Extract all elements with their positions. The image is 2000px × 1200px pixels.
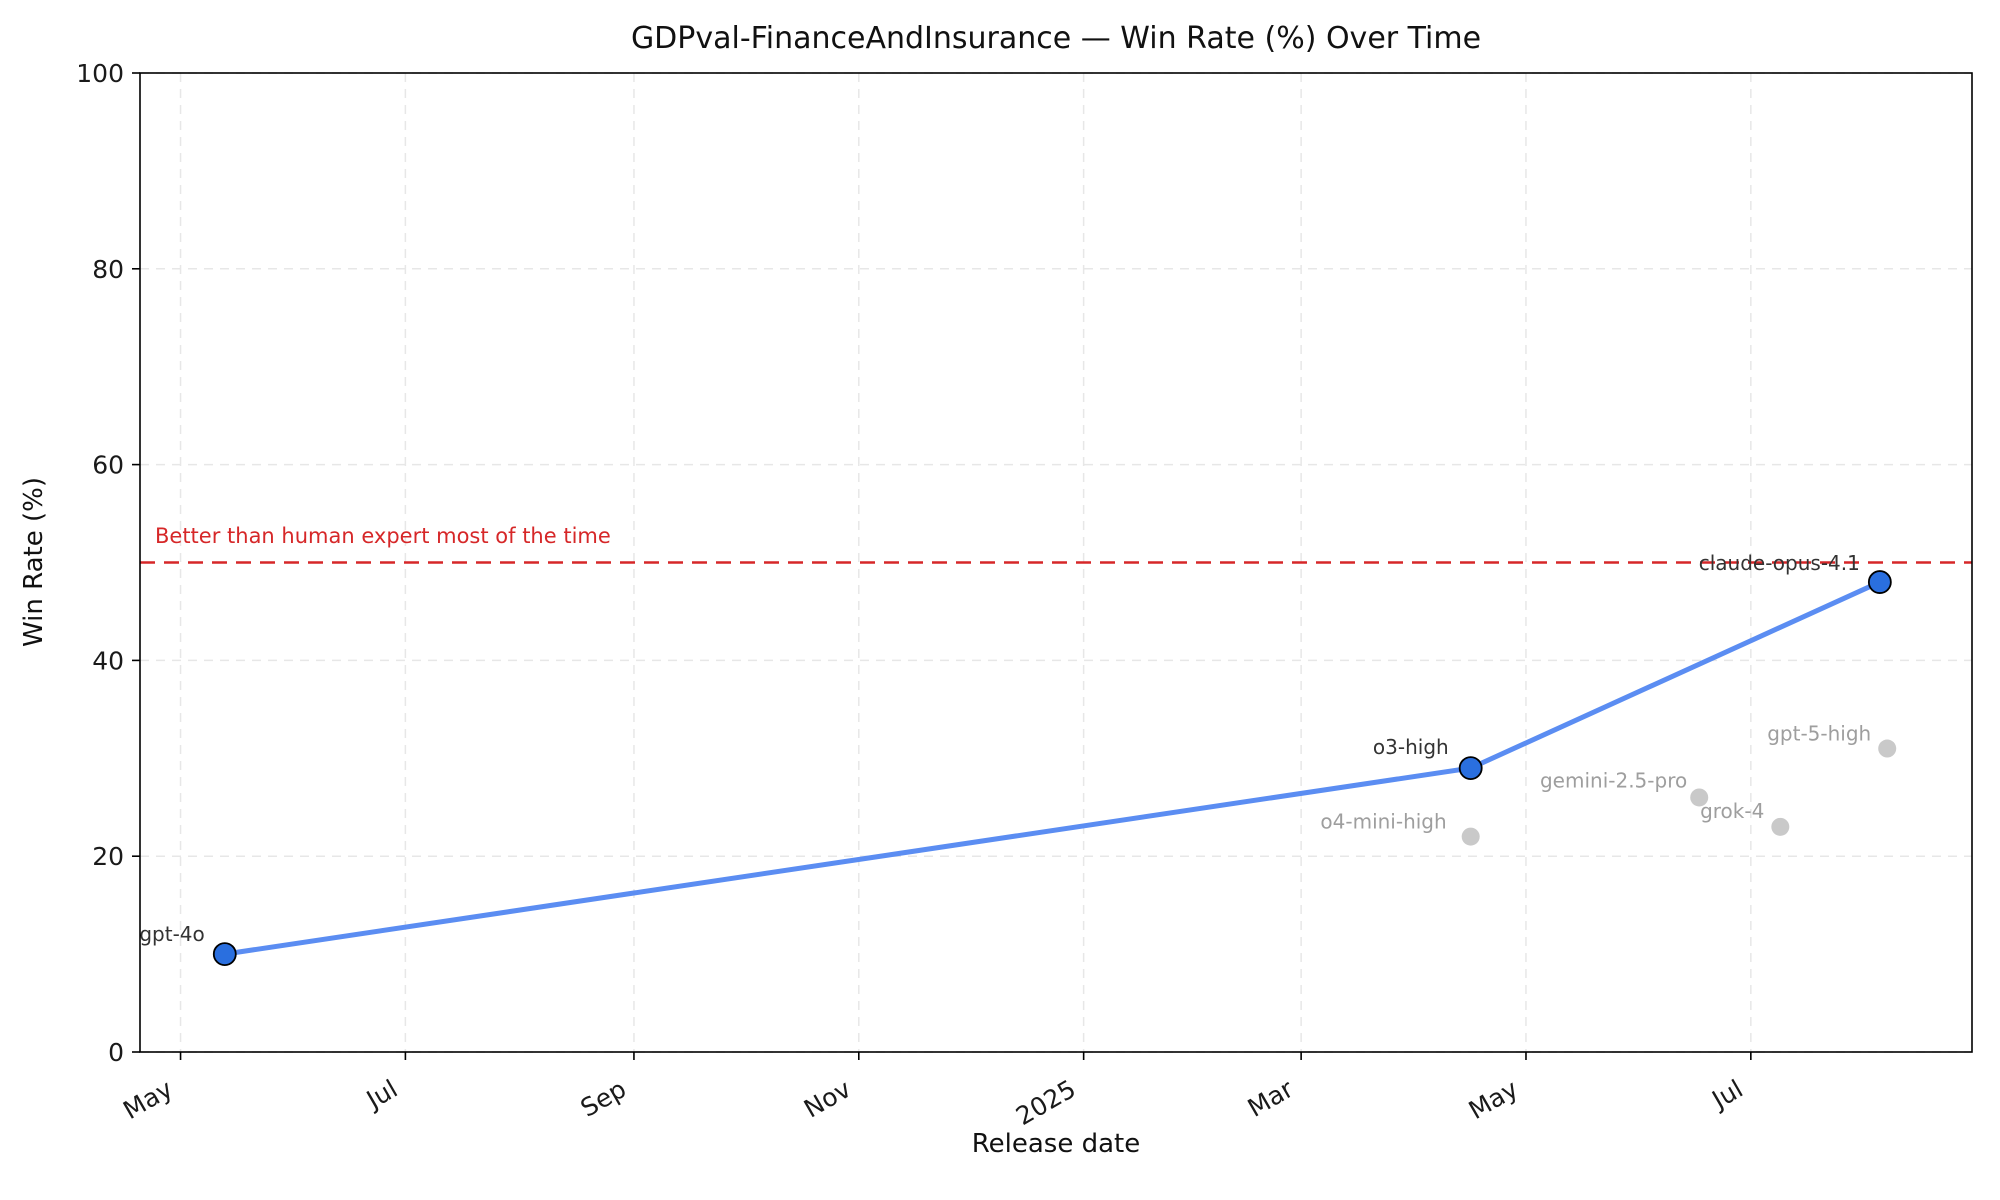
x-tick-label: 2025 <box>1011 1074 1081 1131</box>
y-tick-label: 0 <box>108 1038 124 1067</box>
model-point <box>1690 788 1709 807</box>
model-label: gpt-5-high <box>1767 722 1871 746</box>
other-models-layer: o4-mini-high gemini-2.5-pro grok-4 gpt-5-hi… <box>1320 722 1897 846</box>
axes-layer: 0 20 40 60 80 100 May Jul Sep Nov 2025 Mar May Jul <box>76 59 1973 1131</box>
x-tick-label: May <box>1464 1074 1523 1125</box>
chart-title: GDPval-FinanceAndInsurance — Win Rate (%… <box>631 21 1481 56</box>
frontier-point <box>1867 570 1892 594</box>
frontier-model-label: o3-high <box>1373 735 1449 759</box>
frontier-point <box>212 942 237 966</box>
x-tick-label: May <box>118 1074 177 1125</box>
x-tick-label: Jul <box>1705 1074 1747 1115</box>
frontier-models-layer: gpt-4o o3-high claude-opus-4.1 <box>139 551 1892 966</box>
model-point <box>1878 739 1897 758</box>
y-axis-title: Win Rate (%) <box>19 477 49 647</box>
x-tick-label: Jul <box>360 1074 402 1115</box>
model-label: gemini-2.5-pro <box>1540 768 1687 792</box>
x-tick-label: Nov <box>799 1074 856 1124</box>
y-tick-label: 20 <box>92 842 124 871</box>
y-tick-label: 40 <box>92 646 124 675</box>
plot-border <box>139 72 1973 1053</box>
model-label: o4-mini-high <box>1320 810 1446 834</box>
model-point <box>1771 817 1790 836</box>
x-axis-title: Release date <box>972 1129 1140 1159</box>
y-tick-label: 60 <box>92 451 124 480</box>
model-label: grok-4 <box>1700 799 1764 823</box>
y-tick-label: 100 <box>76 59 124 88</box>
frontier-model-label: claude-opus-4.1 <box>1699 551 1860 575</box>
x-tick-label: Sep <box>576 1074 631 1123</box>
frontier-point <box>1458 756 1483 780</box>
model-point <box>1461 827 1480 846</box>
frontier-model-label: gpt-4o <box>139 922 204 946</box>
threshold-annotation: Better than human expert most of the tim… <box>155 524 611 548</box>
x-tick-label: Mar <box>1243 1074 1299 1123</box>
y-tick-label: 80 <box>92 255 124 284</box>
